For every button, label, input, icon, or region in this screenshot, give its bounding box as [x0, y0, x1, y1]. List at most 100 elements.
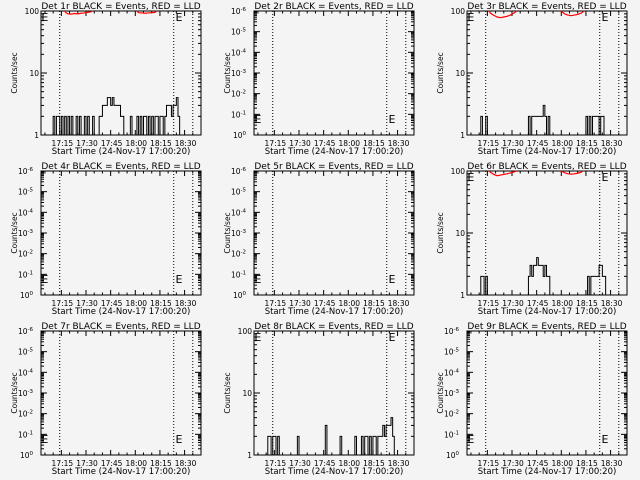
y-tick-label: 1 [247, 451, 252, 460]
event-marker-e: E [41, 11, 48, 24]
x-tick-label: 18:00 [338, 459, 360, 468]
y-tick-label-exponent: -1 [454, 430, 459, 436]
y-tick-label: 10-4 [444, 368, 460, 377]
y-axis-label: Counts/sec [223, 52, 232, 93]
y-tick-label: 10-6 [231, 167, 247, 176]
panel-title: Det 4r BLACK = Events, RED = LLD [41, 162, 200, 172]
y-tick-label-base: 10 [444, 389, 454, 398]
y-tick-label: 100 [20, 451, 34, 460]
x-tick-label: 17:45 [101, 459, 123, 468]
y-tick-label-exponent: -4 [241, 208, 247, 214]
y-tick-label-base: 10 [18, 188, 28, 197]
event-marker-e: E [602, 171, 609, 184]
panel-2: Det 2r BLACK = Events, RED = LLD Start Ti… [223, 2, 415, 157]
y-tick-label-base: 10 [20, 291, 30, 300]
x-tick-label: 18:00 [551, 299, 573, 308]
x-tick-label: 18:15 [150, 139, 172, 148]
event-marker-e: E [176, 273, 183, 286]
event-marker-e: E [254, 273, 261, 286]
y-tick-label-exponent: -3 [241, 69, 247, 75]
y-tick-label-exponent: -6 [241, 7, 247, 13]
x-tick-label: 17:15 [52, 459, 74, 468]
y-tick-label: 1 [460, 131, 465, 140]
y-tick-label-base: 10 [18, 270, 28, 279]
y-tick-label-exponent: -4 [241, 48, 247, 54]
x-tick-label: 18:30 [601, 299, 623, 308]
y-tick-label-base: 10 [444, 327, 454, 336]
x-tick-label: 17:15 [478, 459, 500, 468]
y-tick-label-base: 10 [18, 368, 28, 377]
y-tick-label: 1 [460, 291, 465, 300]
y-tick-label-base: 10 [231, 188, 241, 197]
y-tick-label-base: 10 [233, 291, 243, 300]
x-tick-label: 18:15 [363, 299, 385, 308]
y-tick-label: 10-3 [18, 389, 34, 398]
y-tick-label: 10-6 [18, 327, 34, 336]
y-tick-label-exponent: -2 [454, 410, 459, 416]
y-tick-label-exponent: -1 [28, 430, 33, 436]
y-tick-label: 10 [242, 389, 252, 398]
x-tick-label: 17:15 [52, 139, 74, 148]
y-tick-label-base: 10 [231, 90, 241, 99]
x-axis-label: Start Time (24-Nov-17 17:00:20) [265, 467, 404, 477]
y-tick-label-exponent: -4 [28, 208, 34, 214]
y-tick-label-exponent: -1 [241, 110, 246, 116]
y-tick-label-exponent: -2 [28, 250, 33, 256]
y-tick-label: 100 [233, 131, 247, 140]
y-tick-label-exponent: -5 [241, 28, 247, 34]
x-tick-label: 18:00 [125, 459, 147, 468]
x-tick-label: 17:15 [52, 299, 74, 308]
y-tick-label-base: 10 [444, 430, 454, 439]
x-tick-label: 17:45 [527, 299, 549, 308]
events-series-line [266, 417, 395, 456]
panel-title: Det 7r BLACK = Events, RED = LLD [41, 322, 200, 332]
x-axis-label: Start Time (24-Nov-17 17:00:20) [265, 307, 404, 317]
y-tick-label: 10-2 [231, 90, 246, 99]
x-tick-label: 17:45 [314, 459, 336, 468]
x-tick-label: 18:15 [576, 139, 598, 148]
y-tick-label: 10-3 [231, 69, 247, 78]
event-marker-e: E [176, 433, 183, 446]
x-tick-label: 17:15 [478, 139, 500, 148]
x-tick-label: 17:30 [502, 139, 524, 148]
y-tick-label-base: 10 [231, 110, 241, 119]
y-tick-label-exponent: -2 [241, 250, 246, 256]
y-tick-label-exponent: -5 [28, 188, 34, 194]
y-tick-label-exponent: 0 [456, 451, 460, 457]
x-axis-label: Start Time (24-Nov-17 17:00:20) [478, 467, 617, 477]
y-tick-label-base: 10 [18, 410, 28, 419]
x-tick-label: 17:15 [265, 299, 287, 308]
event-marker-e: E [176, 11, 183, 24]
panel-title: Det 3r BLACK = Events, RED = LLD [467, 2, 626, 12]
panel-7: Det 7r BLACK = Events, RED = LLD Start Ti… [10, 322, 202, 477]
y-tick-label-base: 10 [233, 131, 243, 140]
y-tick-label-base: 10 [231, 48, 241, 57]
y-tick-label: 10-4 [18, 208, 34, 217]
x-tick-label: 18:00 [338, 139, 360, 148]
y-tick-label-exponent: -6 [454, 327, 460, 333]
y-tick-label: 10-1 [231, 110, 246, 119]
y-tick-label-base: 10 [18, 327, 28, 336]
y-tick-label-base: 10 [231, 208, 241, 217]
panel-4: Det 4r BLACK = Events, RED = LLD Start Ti… [10, 162, 202, 317]
y-tick-label-base: 10 [18, 250, 28, 259]
y-tick-label: 10-6 [231, 7, 247, 16]
event-marker-e: E [41, 273, 48, 286]
x-tick-label: 18:15 [363, 139, 385, 148]
y-tick-label-base: 10 [18, 430, 28, 439]
y-axis-label: Counts/sec [223, 212, 232, 253]
x-tick-label: 17:30 [289, 459, 311, 468]
y-tick-label: 100 [451, 7, 466, 16]
y-axis-label: Counts/sec [436, 52, 445, 93]
lld-series-line [64, 10, 93, 15]
event-marker-e: E [389, 273, 396, 286]
panel-3: Det 3r BLACK = Events, RED = LLD Start Ti… [436, 2, 628, 157]
y-tick-label-exponent: -5 [454, 348, 460, 354]
y-tick-label-exponent: -1 [241, 270, 246, 276]
y-tick-label: 10-3 [231, 229, 247, 238]
y-tick-label: 10-1 [18, 270, 33, 279]
event-marker-e: E [467, 11, 474, 24]
y-tick-label-base: 10 [231, 250, 241, 259]
x-tick-label: 17:30 [76, 299, 98, 308]
